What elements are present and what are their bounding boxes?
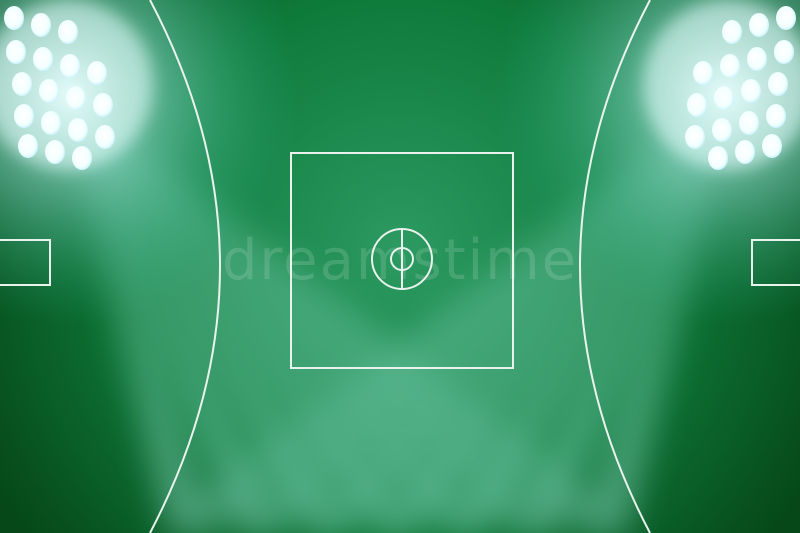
floodlight-bulb <box>687 93 707 117</box>
floodlight-bulb <box>776 6 796 30</box>
floodlight-bulb <box>58 20 78 44</box>
floodlight-bulb <box>66 86 86 110</box>
floodlight-bulb <box>93 93 113 117</box>
floodlight-bulb <box>68 118 88 142</box>
floodlight-bulb <box>749 13 769 37</box>
floodlight-bulb <box>714 86 734 110</box>
floodlight-bulb <box>685 125 705 149</box>
floodlight-bulb <box>720 54 740 78</box>
floodlight-bulb <box>31 13 51 37</box>
floodlight-bulb <box>87 61 107 85</box>
floodlight-bulb <box>735 140 755 164</box>
left-boundary-arc <box>149 0 221 533</box>
right-boundary-arc <box>579 0 651 533</box>
floodlight-bulb <box>747 47 767 71</box>
floodlight-bulb <box>4 6 24 30</box>
floodlight-bulb <box>693 61 713 85</box>
floodlight-bulb <box>774 40 794 64</box>
floodlight-bulb <box>708 146 728 170</box>
floodlight-bulb <box>712 118 732 142</box>
floodlight-bulb <box>722 20 742 44</box>
floodlight-halo <box>0 0 153 170</box>
floodlight-bulb <box>45 140 65 164</box>
floodlight-bulb <box>739 111 759 135</box>
right-floodlight-cluster <box>643 0 800 170</box>
floodlight-bulb <box>741 79 761 103</box>
center-square <box>290 152 514 369</box>
floodlight-bulb <box>33 47 53 71</box>
floodlight-bulb <box>39 79 59 103</box>
floodlight-bulb <box>6 40 26 64</box>
right-goal-box <box>751 239 800 286</box>
floodlight-halo <box>643 0 800 170</box>
floodlight-bulb <box>12 72 32 96</box>
left-goal-box <box>0 239 51 286</box>
floodlight-bulb <box>18 134 38 158</box>
floodlight-bulb <box>95 125 115 149</box>
floodlight-bulb <box>762 134 782 158</box>
floodlight-bulb <box>72 146 92 170</box>
floodlight-bulb <box>60 54 80 78</box>
floodlight-bulb <box>14 104 34 128</box>
floodlight-bulb <box>41 111 61 135</box>
floodlight-bulb <box>766 104 786 128</box>
floodlight-bulb <box>768 72 788 96</box>
left-floodlight-cluster <box>0 0 153 170</box>
